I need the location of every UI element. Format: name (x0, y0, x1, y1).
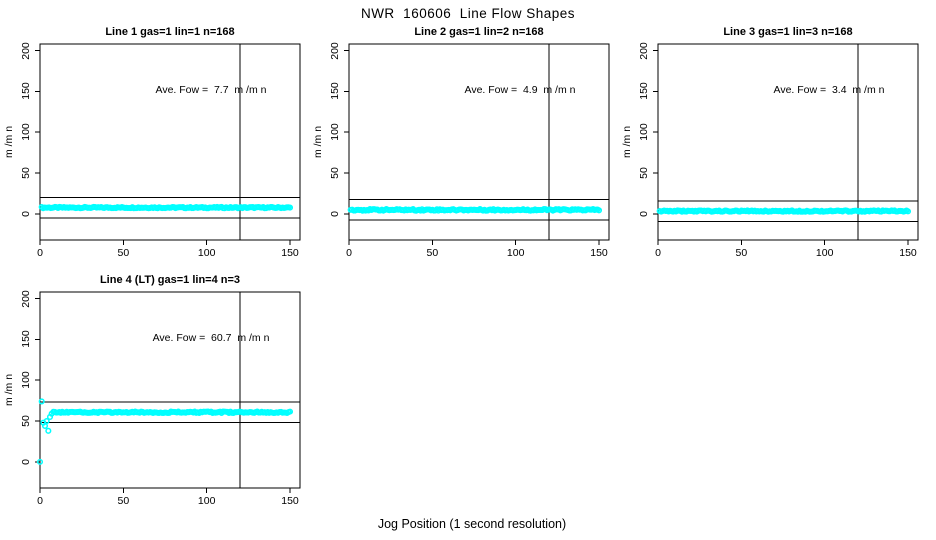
x-tick-label: 0 (37, 495, 43, 507)
y-tick-label: 200 (20, 289, 32, 308)
x-axis-label: Jog Position (1 second resolution) (377, 517, 567, 531)
subplot-title: Line 2 gas=1 lin=2 n=168 (414, 26, 544, 38)
y-tick-label: 100 (20, 123, 32, 141)
y-tick-label: 0 (638, 210, 650, 217)
subplot-title: Line 3 gas=1 lin=3 n=168 (723, 26, 853, 38)
y-tick-label: 150 (638, 82, 650, 101)
y-axis-unit-label: m /m n (3, 373, 15, 407)
y-tick-label: 0 (20, 210, 32, 217)
x-tick-label: 150 (590, 247, 608, 259)
figure-title: NWR 160606 Line Flow Shapes (360, 6, 576, 21)
flow-point (904, 208, 912, 215)
y-tick-label: 150 (20, 330, 32, 349)
x-tick-label: 150 (281, 495, 299, 507)
y-tick-label: 50 (638, 167, 650, 179)
y-axis-unit-label: m /m n (621, 125, 633, 159)
subplot-title: Line 1 gas=1 lin=1 n=168 (105, 26, 235, 38)
x-tick-label: 100 (815, 247, 834, 259)
x-tick-label: 50 (426, 247, 439, 259)
x-tick-label: 100 (506, 247, 525, 259)
y-tick-label: 50 (20, 167, 32, 179)
y-tick-label: 100 (329, 123, 341, 141)
y-tick-label: 150 (329, 82, 341, 101)
x-tick-label: 0 (37, 247, 43, 259)
x-tick-label: 0 (346, 247, 352, 259)
y-tick-label: 150 (20, 82, 32, 101)
flow-point (36, 458, 44, 465)
y-tick-label: 0 (20, 458, 32, 465)
y-tick-label: 100 (20, 371, 32, 389)
y-tick-label: 0 (329, 210, 341, 217)
flow-point (45, 427, 52, 434)
x-tick-label: 150 (281, 247, 299, 259)
x-tick-label: 50 (735, 247, 748, 259)
x-tick-label: 50 (117, 247, 130, 259)
subplot-title: Line 4 (LT) gas=1 lin=4 n=3 (99, 274, 241, 286)
y-axis-unit-label: m /m n (3, 125, 15, 159)
x-tick-label: 50 (117, 495, 130, 507)
y-tick-label: 100 (638, 123, 650, 141)
ave-flow-annotation: Ave. Fow = 60.7 m /m n (152, 331, 270, 344)
flow-points (347, 205, 603, 214)
flow-points (38, 203, 294, 212)
plot-box (39, 291, 301, 489)
subplot-2 (344, 43, 610, 245)
y-tick-label: 50 (329, 167, 341, 179)
ave-flow-annotation: Ave. Fow = 7.7 m /m n (155, 83, 267, 96)
y-tick-label: 200 (20, 41, 32, 60)
ave-flow-annotation: Ave. Fow = 3.4 m /m n (773, 83, 885, 96)
flow-point (43, 417, 50, 425)
x-tick-label: 100 (197, 247, 216, 259)
flow-point (286, 408, 294, 415)
plot-box (657, 43, 919, 241)
plot-box (348, 43, 610, 241)
flow-point (595, 207, 603, 214)
subplot-4 (35, 291, 301, 493)
x-tick-label: 150 (899, 247, 917, 259)
subplot-3 (653, 43, 919, 245)
flow-point (38, 398, 45, 405)
y-tick-label: 200 (638, 41, 650, 60)
flow-points (656, 207, 912, 215)
flow-points (36, 398, 294, 465)
y-tick-label: 50 (20, 415, 32, 427)
x-tick-label: 100 (197, 495, 216, 507)
ave-flow-annotation: Ave. Fow = 4.9 m /m n (464, 83, 576, 96)
plot-box (39, 43, 301, 241)
flow-point (41, 422, 49, 429)
subplot-1 (35, 43, 301, 245)
flow-point (286, 204, 294, 211)
y-tick-label: 200 (329, 41, 341, 60)
x-tick-label: 0 (655, 247, 661, 259)
y-axis-unit-label: m /m n (312, 125, 324, 159)
